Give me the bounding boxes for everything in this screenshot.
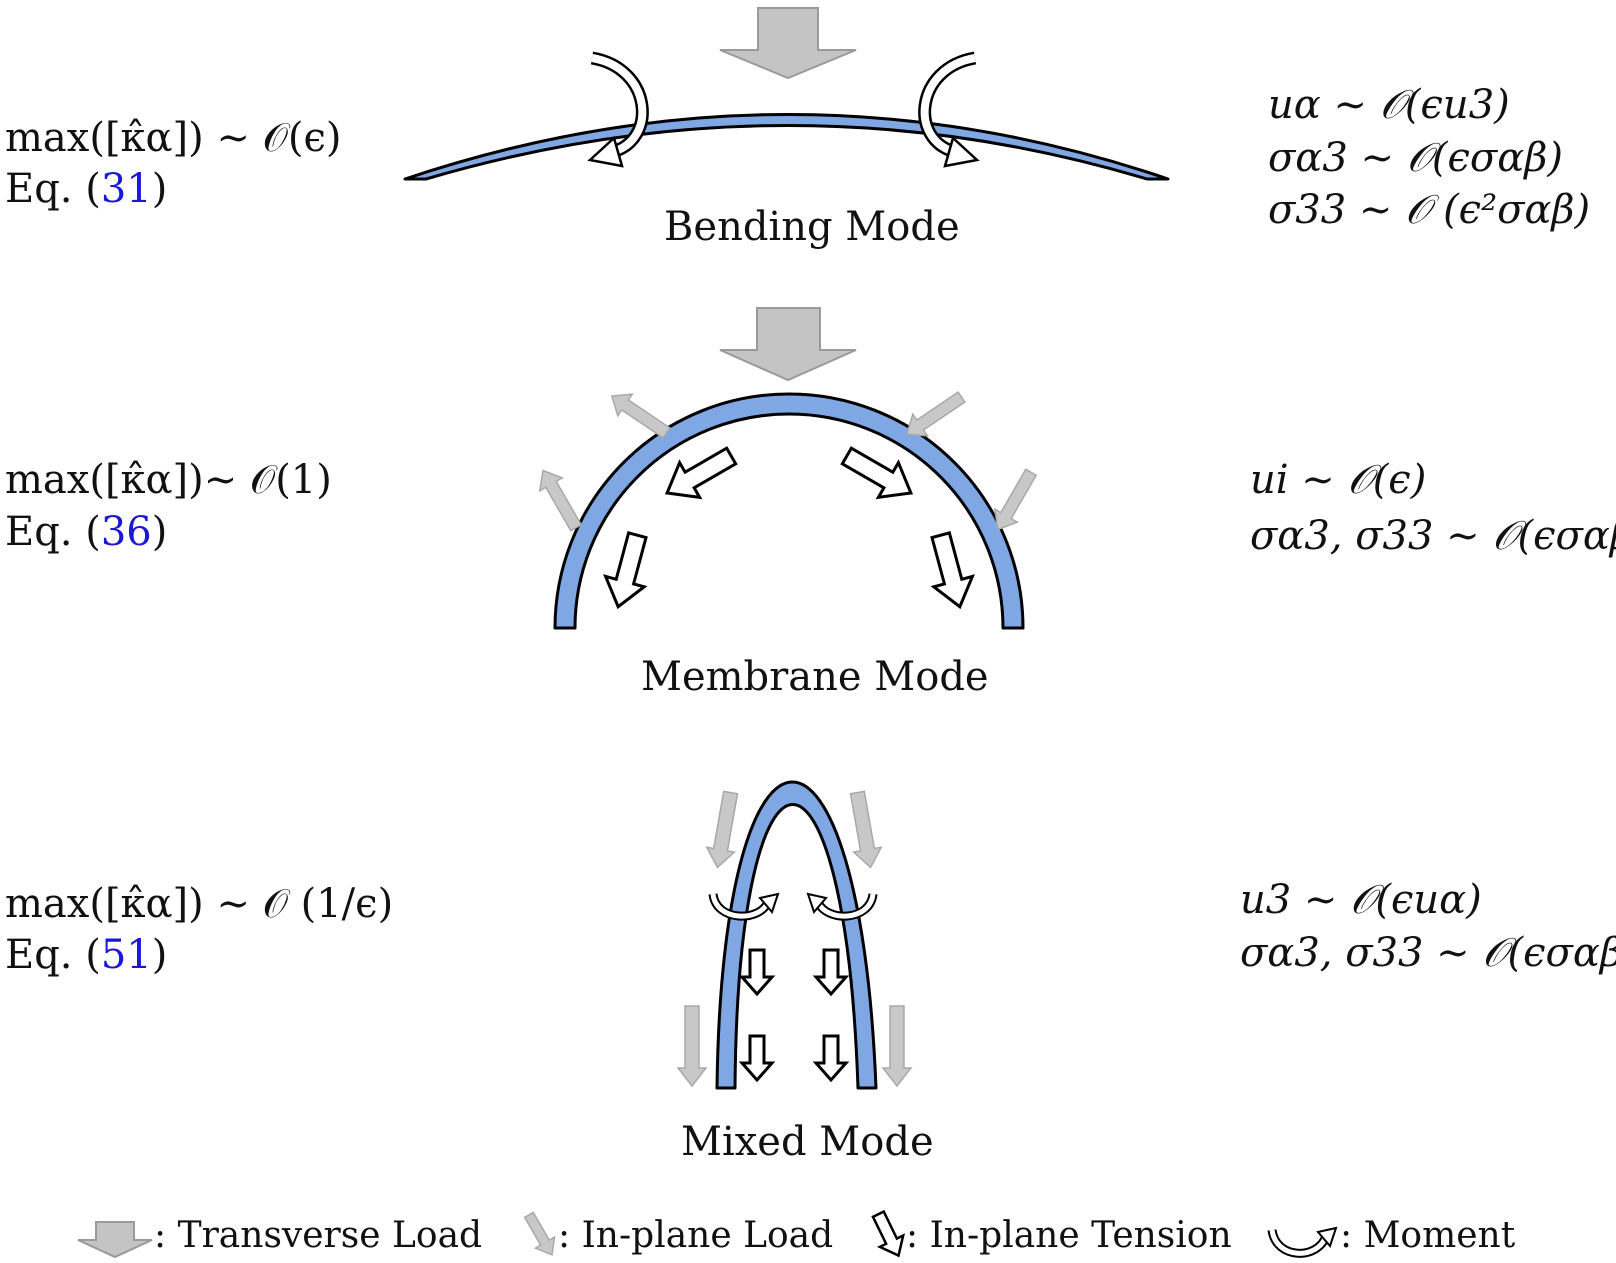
mixed-eq-line: Eq. (51) — [5, 935, 167, 975]
mixed-scaling-1: u3 ∼ 𝒪(ϵuα) — [1240, 877, 1482, 923]
bending-shell — [403, 113, 1170, 181]
inplane-load-arrows — [676, 790, 913, 1088]
membrane-scaling-1: ui ∼ 𝒪(ϵ) — [1250, 457, 1427, 503]
eq-prefix: Eq. ( — [5, 509, 101, 555]
inplane-tension-arrows — [603, 446, 975, 610]
mixed-mode-group — [676, 780, 913, 1090]
moment-arrow-left — [708, 892, 780, 921]
bending-scaling-3: σ33 ∼ 𝒪 (ϵ²σαβ) — [1268, 187, 1591, 233]
eq-prefix: Eq. ( — [5, 932, 101, 978]
membrane-condition: max([κ̂α])∼ 𝒪(1) — [5, 457, 332, 503]
inplane-tension-arrows — [738, 948, 850, 1083]
bending-mode-group — [403, 7, 1170, 181]
eq-reference-link[interactable]: 31 — [100, 166, 152, 212]
bending-scaling-1: uα ∼ 𝒪(ϵu3) — [1268, 82, 1510, 128]
bending-caption: Bending Mode — [664, 204, 960, 250]
membrane-scaling-2: σα3, σ33 ∼ 𝒪(ϵσαβ) — [1250, 513, 1616, 559]
eq-suffix: ) — [151, 166, 168, 212]
legend-moment-label: : Moment — [1340, 1215, 1516, 1256]
eq-reference-link[interactable]: 51 — [100, 932, 152, 978]
legend-inplane-load-label: : In-plane Load — [558, 1215, 834, 1256]
transverse-load-arrow — [719, 7, 857, 80]
legend-transverse-load-icon — [77, 1221, 153, 1259]
moment-arrow-right — [806, 892, 878, 921]
transverse-load-arrow — [719, 307, 857, 382]
membrane-caption: Membrane Mode — [641, 654, 989, 700]
eq-suffix: ) — [151, 509, 168, 555]
legend-inplane-tension-label: : In-plane Tension — [906, 1215, 1232, 1256]
moment-arrow-left — [587, 51, 649, 168]
bending-condition: max([κ̂α]) ∼ 𝒪(ϵ) — [5, 115, 342, 161]
eq-prefix: Eq. ( — [5, 166, 101, 212]
mixed-shell — [715, 780, 878, 1090]
legend-inplane-load-icon — [523, 1211, 556, 1256]
mixed-condition: max([κ̂α]) ∼ 𝒪 (1/ϵ) — [5, 881, 394, 927]
inplane-load-arrows — [538, 391, 1038, 532]
membrane-eq-line: Eq. (36) — [5, 512, 167, 552]
legend-transverse-label: : Transverse Load — [154, 1215, 483, 1256]
eq-suffix: ) — [151, 932, 168, 978]
moment-arrow-right — [918, 51, 980, 168]
mixed-scaling-2: σα3, σ33 ∼ 𝒪(ϵσαβ) — [1240, 930, 1616, 976]
bending-eq-line: Eq. (31) — [5, 169, 167, 209]
legend-moment-icon — [1267, 1226, 1338, 1258]
legend-icons — [77, 1209, 1338, 1259]
membrane-mode-group — [538, 307, 1038, 630]
eq-reference-link[interactable]: 36 — [100, 509, 152, 555]
bending-scaling-2: σα3 ∼ 𝒪(ϵσαβ) — [1268, 135, 1563, 181]
mixed-caption: Mixed Mode — [681, 1119, 934, 1165]
legend-inplane-tension-icon — [871, 1209, 906, 1258]
